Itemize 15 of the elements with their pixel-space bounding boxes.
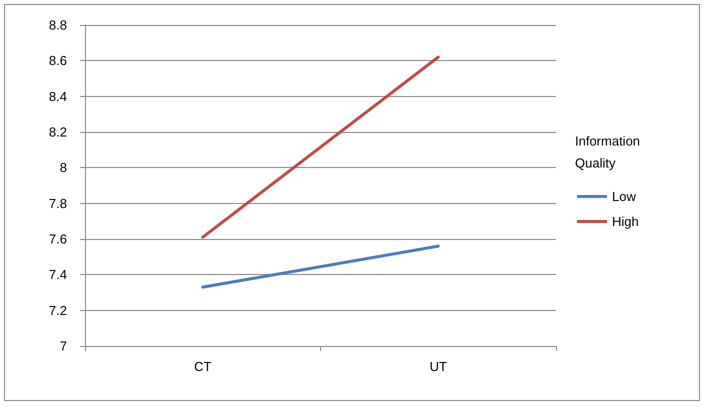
y-tick-label: 7.6	[48, 232, 67, 246]
legend-label: Low	[612, 189, 636, 204]
y-tick-label: 8.8	[48, 18, 67, 32]
x-tick-label: CT	[194, 359, 212, 374]
y-tick-label: 8	[60, 160, 67, 176]
y-tick-label: 7	[60, 338, 67, 354]
y-tick-label: 7.2	[48, 302, 67, 318]
x-tick-label: UT	[430, 359, 447, 374]
legend-label: High	[612, 214, 639, 229]
y-tick-label: 7.8	[48, 196, 67, 211]
y-tick-label: 8.4	[48, 88, 67, 104]
y-tick-label: 8.6	[48, 53, 67, 68]
legend-title: Information Quality	[575, 134, 640, 170]
y-tick-label: 7.4	[48, 267, 67, 282]
y-tick-label: 8.2	[48, 124, 67, 140]
